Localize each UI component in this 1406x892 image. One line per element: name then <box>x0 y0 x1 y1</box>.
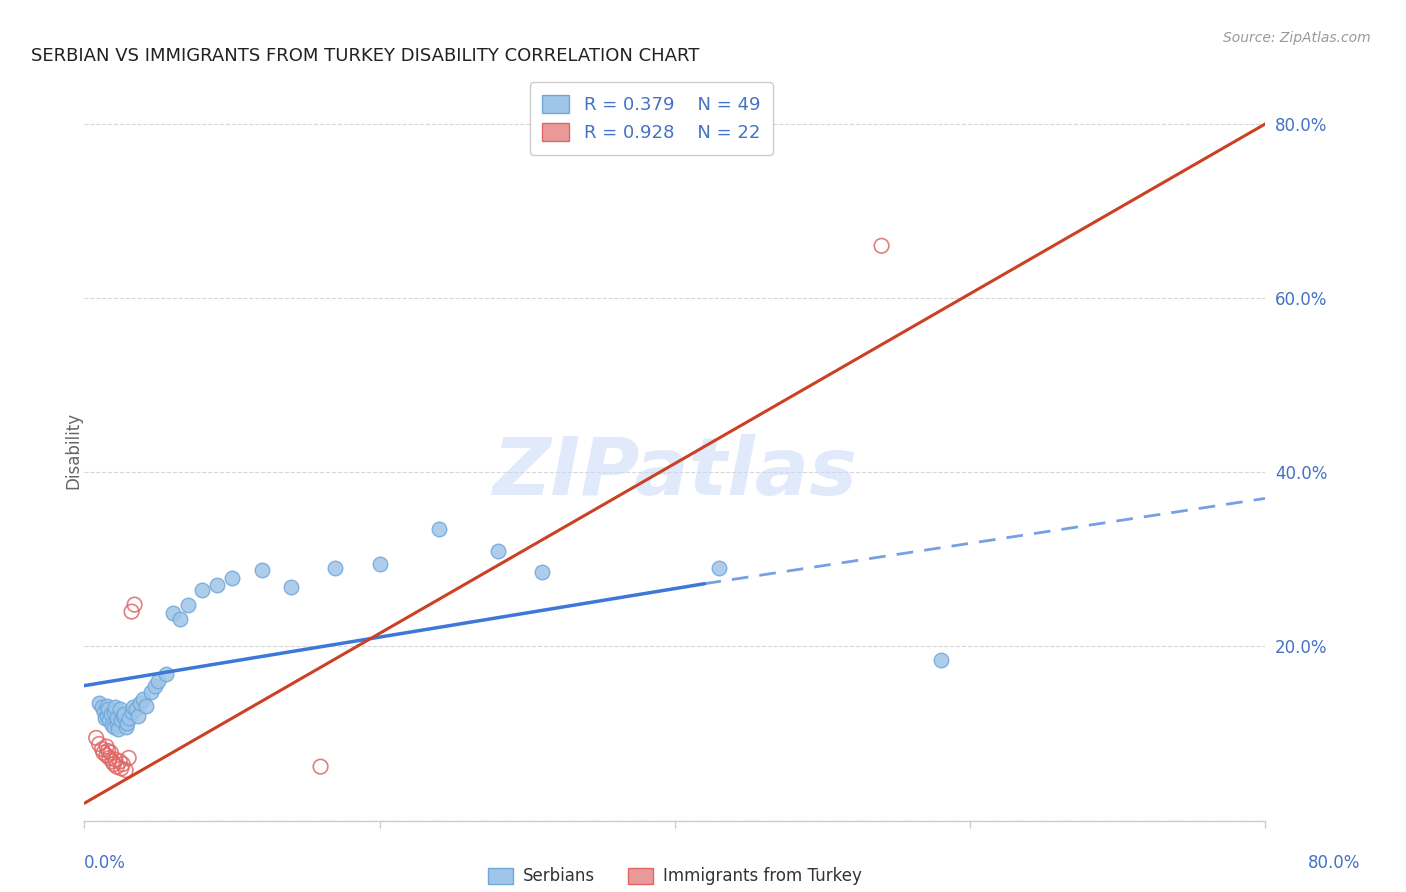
Point <box>84 731 107 745</box>
Text: Source: ZipAtlas.com: Source: ZipAtlas.com <box>1223 31 1371 45</box>
Point <box>135 698 157 713</box>
Point <box>221 572 243 586</box>
Point <box>108 755 131 769</box>
Point <box>98 714 121 728</box>
Point <box>97 744 120 758</box>
Point <box>486 543 509 558</box>
Point <box>309 759 332 773</box>
Point <box>103 757 125 772</box>
Point <box>115 716 138 731</box>
Point <box>105 711 128 725</box>
Point <box>870 239 893 253</box>
Point <box>96 698 118 713</box>
Point <box>531 566 554 580</box>
Point <box>709 561 731 575</box>
Point <box>122 700 145 714</box>
Point <box>103 720 125 734</box>
Point <box>250 563 273 577</box>
Y-axis label: Disability: Disability <box>65 412 82 489</box>
Point <box>96 709 118 723</box>
Text: SERBIAN VS IMMIGRANTS FROM TURKEY DISABILITY CORRELATION CHART: SERBIAN VS IMMIGRANTS FROM TURKEY DISABI… <box>31 47 700 65</box>
Point <box>148 674 170 689</box>
Point <box>97 702 120 716</box>
Point <box>368 557 391 571</box>
Point <box>93 705 115 719</box>
Point <box>280 580 302 594</box>
Point <box>114 763 136 777</box>
Point <box>118 751 141 765</box>
Point <box>91 700 114 714</box>
Point <box>127 709 149 723</box>
Point <box>107 722 129 736</box>
Point <box>110 714 132 728</box>
Text: ZIPatlas: ZIPatlas <box>492 434 858 512</box>
Point <box>96 748 118 763</box>
Text: 80.0%: 80.0% <box>1308 854 1360 872</box>
Point <box>101 755 124 769</box>
Point <box>105 716 128 731</box>
Text: 0.0%: 0.0% <box>84 854 127 872</box>
Point <box>104 700 127 714</box>
Point <box>177 598 200 612</box>
Point <box>121 705 143 719</box>
Point <box>87 696 111 710</box>
Point <box>139 684 162 698</box>
Point <box>101 718 124 732</box>
Point <box>325 561 347 575</box>
Point <box>124 598 146 612</box>
Point <box>118 711 141 725</box>
Point <box>108 702 131 716</box>
Point <box>191 582 214 597</box>
Point <box>105 759 128 773</box>
Point <box>98 751 121 765</box>
Point <box>111 757 134 772</box>
Point <box>132 691 155 706</box>
Point <box>112 707 135 722</box>
Point <box>111 709 134 723</box>
Point <box>155 667 177 681</box>
Point <box>207 578 229 592</box>
Point <box>427 522 450 536</box>
Legend: Serbians, Immigrants from Turkey: Serbians, Immigrants from Turkey <box>479 859 870 892</box>
Point <box>110 761 132 775</box>
Point <box>929 652 952 666</box>
Point <box>104 753 127 767</box>
Point <box>125 702 148 716</box>
Point <box>103 705 125 719</box>
Point <box>94 711 117 725</box>
Point <box>169 611 191 625</box>
Point <box>143 679 166 693</box>
Point <box>100 707 122 722</box>
Point <box>93 746 115 760</box>
Point <box>129 696 152 710</box>
Point <box>114 720 136 734</box>
Point <box>96 739 118 754</box>
Point <box>162 607 184 621</box>
Point <box>91 742 114 756</box>
Point <box>100 746 122 760</box>
Point <box>87 737 111 751</box>
Point <box>121 605 143 619</box>
